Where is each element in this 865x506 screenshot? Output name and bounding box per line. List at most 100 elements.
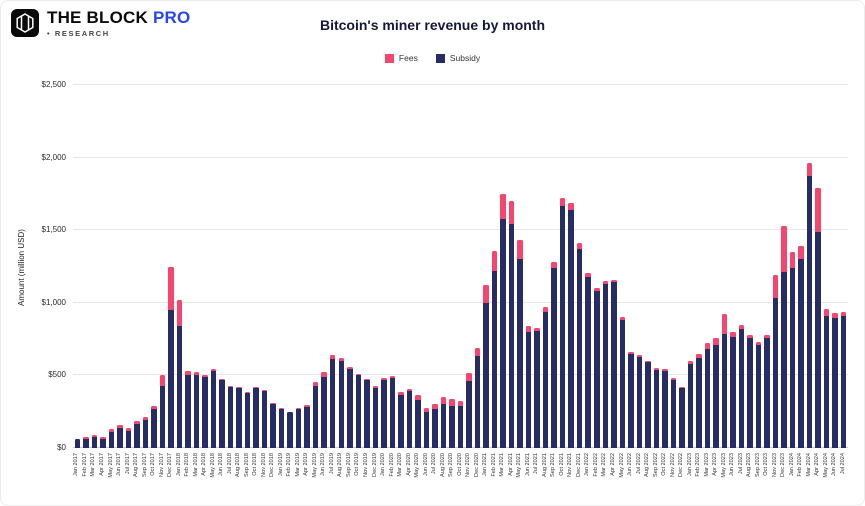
bar-may-2023 bbox=[721, 314, 728, 448]
x-tick-label: Mar 2019 bbox=[294, 453, 301, 477]
bar-jul-2018 bbox=[227, 385, 234, 448]
y-tick-label: $2,500 bbox=[41, 80, 66, 89]
bar-segment-fees bbox=[653, 367, 660, 370]
x-tick-label: Sep 2022 bbox=[652, 453, 659, 477]
bar-segment-subsidy bbox=[185, 375, 191, 448]
bar-segment-subsidy bbox=[559, 205, 566, 448]
x-tick-label: Mar 2018 bbox=[192, 453, 199, 477]
bar-segment-fees bbox=[542, 307, 549, 312]
x-tick-label: Jun 2021 bbox=[524, 453, 531, 477]
gridline bbox=[73, 229, 848, 231]
bar-jul-2024 bbox=[840, 311, 847, 448]
bar-dec-2021 bbox=[576, 243, 583, 448]
bar-segment-fees bbox=[755, 342, 762, 345]
x-tick-label: Nov 2020 bbox=[465, 453, 472, 477]
x-tick-label: Jan 2017 bbox=[73, 453, 80, 477]
x-tick-label: Oct 2018 bbox=[252, 453, 259, 476]
bar-segment-fees bbox=[764, 334, 770, 339]
y-tick-label: $2,000 bbox=[41, 152, 66, 162]
x-tick-label: Jun 2023 bbox=[729, 453, 736, 477]
x-tick-label: Sep 2018 bbox=[243, 453, 250, 477]
bar-mar-2017 bbox=[91, 435, 98, 448]
bar-feb-2019 bbox=[287, 411, 293, 448]
x-tick-label: Feb 2023 bbox=[695, 453, 702, 477]
bar-segment-subsidy bbox=[772, 298, 779, 448]
bar-mar-2019 bbox=[295, 407, 302, 448]
bar-segment-subsidy bbox=[287, 412, 293, 448]
bar-jan-2018 bbox=[176, 299, 183, 448]
bar-segment-fees bbox=[125, 428, 132, 431]
bar-aug-2023 bbox=[747, 334, 753, 448]
bar-segment-subsidy bbox=[619, 319, 626, 448]
bar-segment-subsidy bbox=[525, 331, 532, 448]
x-tick-label: Jul 2023 bbox=[737, 453, 744, 475]
bar-segment-subsidy bbox=[491, 270, 498, 448]
bar-segment-fees bbox=[210, 368, 217, 372]
bar-segment-subsidy bbox=[798, 258, 804, 448]
bar-segment-fees bbox=[781, 225, 787, 273]
x-tick-label: Mar 2022 bbox=[601, 453, 608, 477]
legend-item-subsidy[interactable]: Subsidy bbox=[435, 53, 480, 63]
bar-segment-subsidy bbox=[389, 378, 396, 448]
bar-aug-2017 bbox=[134, 421, 140, 448]
bar-segment-subsidy bbox=[789, 267, 796, 448]
x-tick-label: Sep 2021 bbox=[550, 453, 557, 477]
bar-segment-fees bbox=[602, 281, 609, 284]
bar-segment-fees bbox=[168, 266, 174, 311]
bar-feb-2020 bbox=[389, 376, 396, 448]
bar-segment-subsidy bbox=[474, 355, 481, 448]
bar-jan-2024 bbox=[789, 251, 796, 448]
x-tick-label: Sep 2020 bbox=[448, 453, 455, 477]
y-tick-label: $1,000 bbox=[41, 297, 66, 307]
x-tick-label: Sep 2023 bbox=[754, 453, 761, 477]
bar-apr-2017 bbox=[100, 437, 106, 448]
x-tick-label: Apr 2017 bbox=[99, 453, 105, 476]
x-tick-label: Jul 2022 bbox=[635, 453, 642, 475]
bar-segment-subsidy bbox=[781, 272, 787, 448]
bar-nov-2023 bbox=[772, 275, 779, 448]
x-tick-label: Nov 2017 bbox=[158, 453, 165, 477]
x-tick-label: Dec 2017 bbox=[167, 453, 174, 477]
bar-segment-subsidy bbox=[542, 311, 549, 448]
legend-item-fees[interactable]: Fees bbox=[384, 53, 418, 63]
bar-segment-subsidy bbox=[372, 387, 379, 448]
bar-segment-fees bbox=[611, 279, 617, 283]
bar-nov-2022 bbox=[670, 377, 677, 448]
bar-jun-2023 bbox=[730, 331, 736, 448]
x-tick-label: Apr 2020 bbox=[405, 453, 412, 476]
bar-jan-2019 bbox=[278, 407, 285, 448]
bar-segment-fees bbox=[636, 354, 643, 357]
gridline bbox=[73, 301, 848, 303]
bar-sep-2017 bbox=[142, 416, 149, 448]
bar-segment-fees bbox=[304, 405, 310, 407]
bar-nov-2020 bbox=[466, 372, 472, 448]
bar-dec-2018 bbox=[270, 403, 276, 448]
bar-apr-2021 bbox=[508, 201, 515, 448]
bar-segment-fees bbox=[236, 387, 242, 389]
bar-segment-subsidy bbox=[210, 371, 217, 448]
bar-segment-subsidy bbox=[74, 439, 80, 448]
bar-segment-subsidy bbox=[168, 310, 174, 448]
bar-oct-2017 bbox=[151, 405, 157, 448]
bar-segment-fees bbox=[585, 273, 591, 277]
x-tick-label: Jun 2022 bbox=[627, 453, 634, 477]
bar-dec-2022 bbox=[679, 387, 685, 448]
bar-segment-subsidy bbox=[730, 336, 736, 448]
x-tick-label: Dec 2019 bbox=[371, 453, 378, 477]
bar-jan-2021 bbox=[483, 285, 489, 448]
bar-segment-subsidy bbox=[415, 400, 421, 448]
bar-segment-fees bbox=[100, 437, 106, 439]
bar-segment-fees bbox=[398, 392, 404, 396]
bar-jan-2020 bbox=[381, 378, 387, 448]
x-tick-label: Apr 2019 bbox=[303, 453, 310, 476]
bar-apr-2020 bbox=[406, 389, 413, 448]
x-tick-label: May 2017 bbox=[107, 453, 114, 478]
brand-pro-label: PRO bbox=[152, 8, 191, 27]
bar-segment-subsidy bbox=[764, 338, 770, 448]
x-tick-label: Feb 2024 bbox=[797, 453, 804, 477]
bar-segment-fees bbox=[576, 243, 583, 250]
bar-dec-2020 bbox=[474, 347, 481, 448]
bar-segment-fees bbox=[227, 385, 234, 388]
bar-segment-subsidy bbox=[364, 380, 370, 448]
